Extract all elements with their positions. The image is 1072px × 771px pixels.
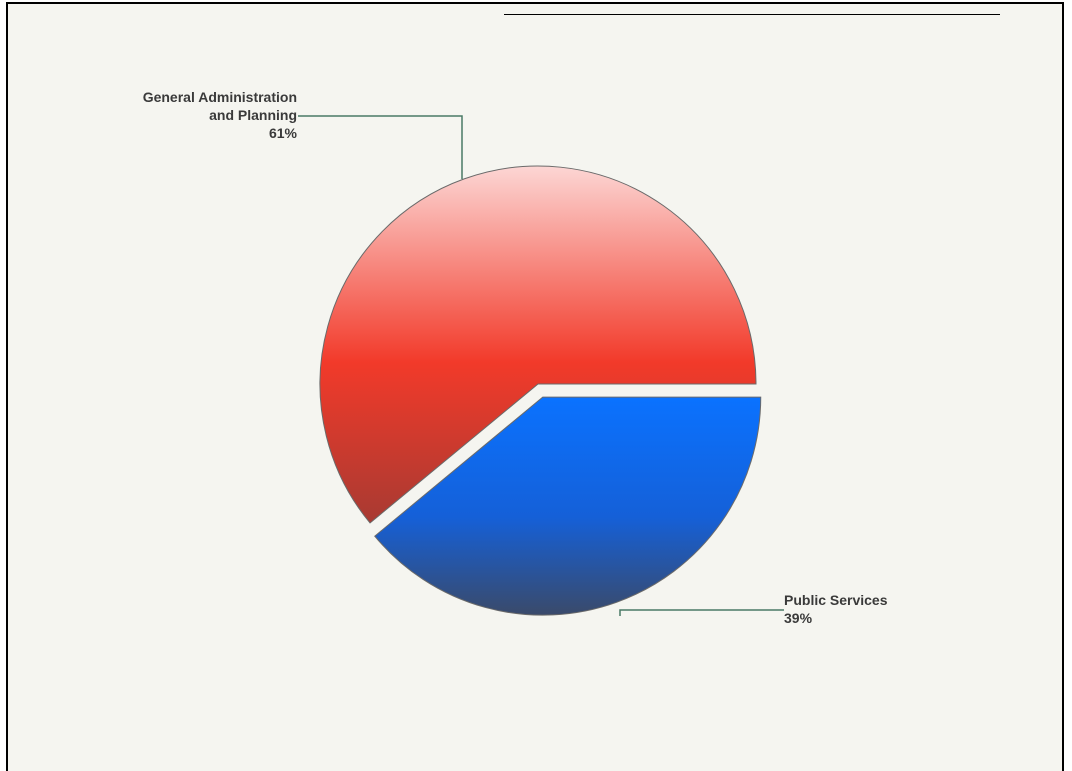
- pie-chart: General Administration and Planning 61% Pub…: [143, 89, 888, 626]
- slice-1-percent: 39%: [784, 610, 813, 626]
- chart-frame: General Administration and Planning 61% Pub…: [6, 2, 1064, 771]
- slice-0-percent: 61%: [269, 125, 298, 141]
- slice-1-label-line-0: Public Services: [784, 592, 888, 608]
- leader-line-0: [298, 115, 463, 179]
- title-underline: [504, 4, 1000, 15]
- pie-slice-0: [319, 165, 757, 524]
- pie-slice-1: [374, 396, 762, 616]
- leader-line-1: [619, 609, 784, 616]
- slice-0-label-line-1: and Planning: [209, 107, 297, 123]
- slice-0-label-line-0: General Administration: [143, 89, 297, 105]
